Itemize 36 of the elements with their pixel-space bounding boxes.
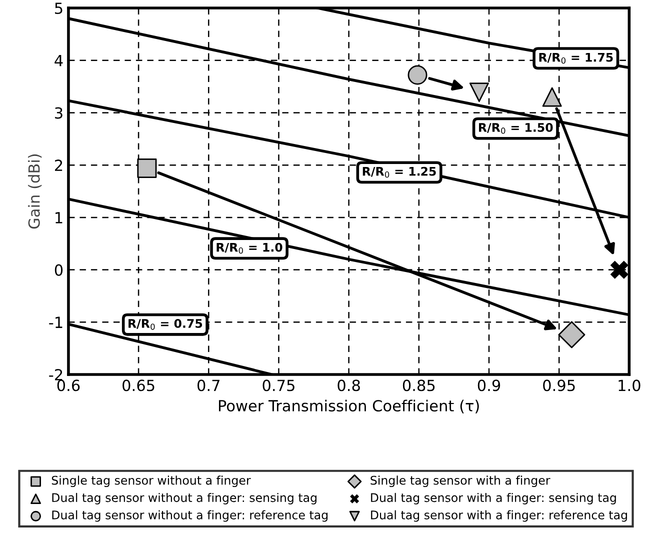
y-tick-label: -2 bbox=[49, 368, 62, 380]
x-tick-label: 0.7 bbox=[198, 380, 220, 392]
series-label: R/R$_{0}$ = 1.25 bbox=[362, 166, 436, 178]
y-tick-label: 3 bbox=[55, 107, 62, 119]
x-axis-title: Power Transmission Coefficient (τ) bbox=[218, 400, 479, 414]
y-tick-label: 1 bbox=[56, 212, 62, 224]
x-tick-label: 0.9 bbox=[478, 380, 500, 392]
series-label: R/R$_{0}$ = 1.75 bbox=[539, 52, 613, 64]
series-label: R/R$_{0}$ = 1.0 bbox=[216, 242, 282, 254]
x-tick-label: 0.85 bbox=[402, 380, 435, 392]
x-tick-label: 0.75 bbox=[262, 380, 294, 392]
y-tick-label: -1 bbox=[49, 316, 62, 328]
x-tick-label: 0.95 bbox=[543, 380, 575, 392]
x-tick-label: 0.65 bbox=[122, 380, 154, 392]
series-label: R/R$_{0}$ = 1.50 bbox=[479, 122, 553, 134]
legend-label: Dual tag sensor with a finger: sensing tag bbox=[371, 492, 616, 504]
point bbox=[137, 158, 157, 178]
legend-label: Single tag sensor with a finger bbox=[370, 476, 550, 488]
x-tick-label: 1.0 bbox=[618, 380, 640, 392]
y-tick-label: 0 bbox=[54, 264, 63, 276]
y-tick-label: 4 bbox=[54, 55, 63, 66]
legend-label: Dual tag sensor without a finger: reference tag bbox=[52, 510, 328, 522]
y-tick-label: 2 bbox=[55, 160, 62, 171]
legend-label: Dual tag sensor with a finger: reference tag bbox=[371, 510, 627, 522]
point bbox=[408, 65, 428, 85]
series-label: R/R$_{0}$ = 0.75 bbox=[128, 319, 202, 330]
point bbox=[558, 321, 586, 348]
x-tick-label: 0.6 bbox=[57, 380, 80, 392]
point bbox=[610, 260, 628, 279]
legend-label: Single tag sensor without a finger bbox=[52, 476, 251, 488]
x-tick-label: 0.8 bbox=[338, 380, 360, 392]
y-tick-label: 5 bbox=[55, 2, 62, 14]
point bbox=[542, 87, 562, 107]
point bbox=[469, 82, 489, 102]
y-axis-title: Gain (dBi) bbox=[28, 154, 42, 229]
legend-label: Dual tag sensor without a finger: sensing tag bbox=[52, 492, 316, 504]
